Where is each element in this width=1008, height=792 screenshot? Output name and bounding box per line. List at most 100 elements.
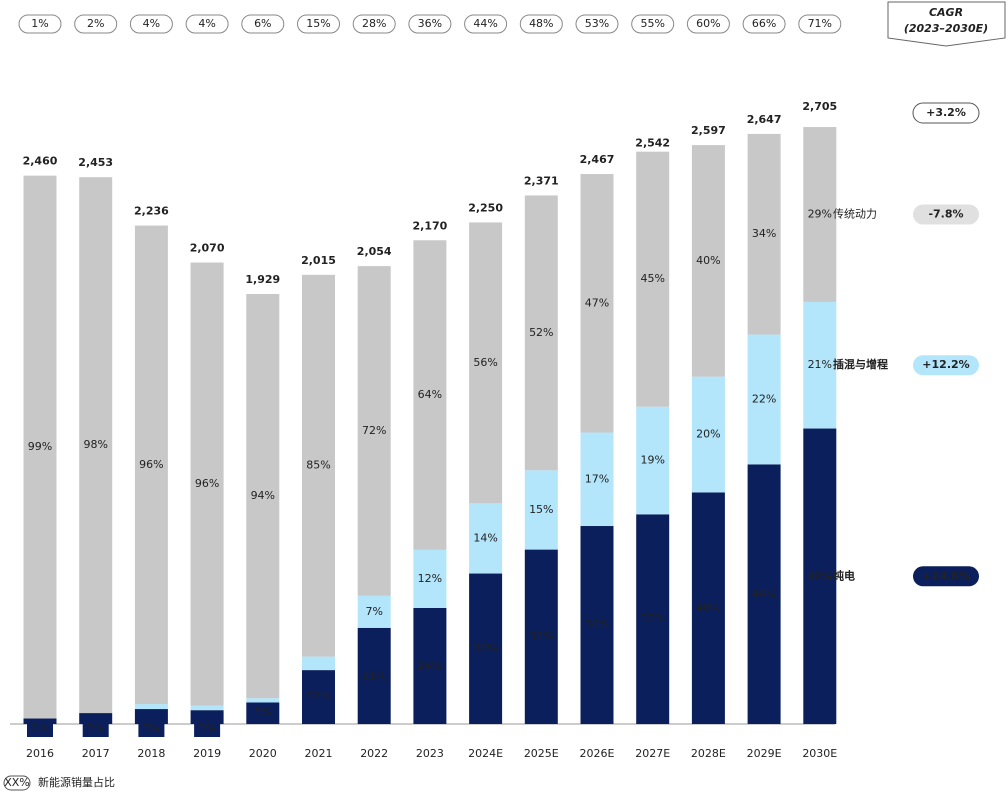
bar-segment [469,222,503,504]
share-pill [74,14,118,34]
bar-segment [79,713,113,724]
share-pill [464,14,508,34]
bar-segment [524,195,558,471]
bar-segment [524,549,558,724]
cagr-pill [913,566,979,587]
bar-segment [134,225,168,705]
segment-label: 7% [365,605,382,618]
segment-label: 1% [31,722,48,735]
share-pill [352,14,396,34]
total-label: 2,170 [413,219,448,232]
bar-segment [246,702,280,724]
segment-label: 72% [362,424,386,437]
x-tick-label: 2027E [635,747,670,760]
cagr-header-box [887,1,1006,47]
segment-label: 94% [251,489,275,502]
series-name: 纯电 [833,568,855,582]
share-label: 60% [696,17,720,30]
segment-label: 24% [418,659,442,672]
x-tick-label: 2020 [249,747,277,760]
segment-label: 40% [696,254,720,267]
segment-label: 2% [87,722,104,735]
share-pill [798,14,842,34]
total-label: 2,467 [580,153,615,166]
bar-segment [357,266,391,596]
segment-label: 47% [585,296,609,309]
cagr-label: +3.2% [926,106,966,119]
bar-segment [190,710,224,724]
bar-segment [803,301,837,429]
segment-label: 12% [306,690,330,703]
total-label: 2,250 [468,201,503,214]
legend-label: 新能源销量占比 [38,775,115,789]
share-pill [519,14,563,34]
share-label: 2% [87,17,104,30]
segment-label: 44% [752,587,776,600]
share-label: 36% [418,17,442,30]
share-pill [742,14,786,34]
series-name: 插混与增程 [833,357,888,371]
bar-segment [246,698,280,703]
series-name: 传统动力 [833,207,877,220]
cagr-pill [913,204,979,225]
segment-label: 37% [640,612,664,625]
bar-segment [23,175,57,719]
total-label: 2,054 [357,245,392,258]
x-tick-label: 2017 [82,747,110,760]
bar-segment [469,573,503,724]
x-tick-label: 2021 [305,747,333,760]
share-pill [408,14,452,34]
segment-label: 3% [143,722,160,735]
segment-label: 15% [529,503,553,516]
total-label: 2,542 [635,136,670,149]
share-label: 6% [254,17,271,30]
share-label: 15% [306,17,330,30]
bar-segment [190,262,224,706]
share-pill [686,14,730,34]
total-label: 2,647 [747,113,782,126]
bar-segment [469,503,503,574]
segment-label: 85% [306,459,330,472]
bar-segment [691,145,725,377]
share-label: 44% [473,17,497,30]
legend-pill [3,775,31,791]
segment-label: 21% [362,669,386,682]
segment-label: 36% [585,618,609,631]
cagr-label: -7.8% [928,207,963,220]
cagr-label: +12.2% [922,358,969,371]
segment-label-box [194,721,221,737]
bar-segment [357,627,391,724]
segment-label: 12% [418,572,442,585]
bar-segment [580,432,614,527]
share-label: 28% [362,17,386,30]
bar-segment [636,406,670,515]
bar-segment [302,656,335,671]
bar-segment [747,464,781,724]
segment-label: 3% [198,722,215,735]
total-label: 2,070 [190,242,225,255]
bar-segment [691,376,725,493]
bar-segment [79,177,113,714]
bar-segment [357,595,391,628]
segment-label: 14% [473,531,497,544]
share-label: 55% [640,17,664,30]
share-label: 4% [198,17,215,30]
cagr-period: (2023–2030E) [904,22,988,35]
segment-label: 20% [696,428,720,441]
x-tick-label: 2018 [137,747,165,760]
share-pill [241,14,285,34]
share-pill [297,14,340,34]
x-tick-label: 2025E [524,747,559,760]
x-tick-label: 2024E [468,747,503,760]
bar-segment [580,174,614,433]
segment-label: 96% [195,477,219,490]
segment-label: 17% [585,472,609,485]
segment-label: 19% [640,454,664,467]
segment-label: 96% [139,458,163,471]
segment-label: 56% [473,356,497,369]
segment-label: 40% [696,601,720,614]
bar-segment [747,334,781,465]
segment-label: 64% [418,388,442,401]
x-tick-label: 2029E [747,747,782,760]
bar-segment [636,514,670,724]
